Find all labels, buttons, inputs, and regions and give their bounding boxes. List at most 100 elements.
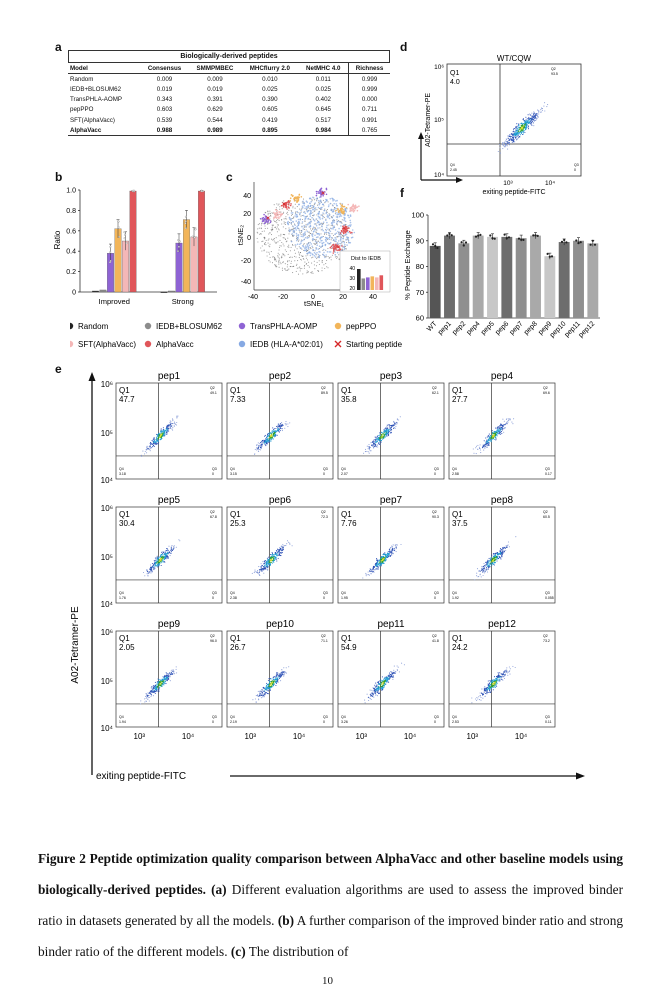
tsne-point-iedb	[344, 244, 346, 246]
flow-event-dot	[373, 443, 375, 445]
flow-event-dot	[378, 442, 380, 444]
replicate-point	[116, 219, 119, 222]
flow-event-dot	[381, 561, 384, 563]
flow-event-dot	[524, 124, 526, 127]
tsne-point-cluster	[352, 211, 355, 213]
tsne-point-cluster	[280, 204, 283, 207]
flow-event-dot	[148, 700, 150, 702]
flow-event-dot	[289, 542, 291, 544]
tsne-x-tick: -20	[278, 294, 288, 301]
tsne-point-iedb	[309, 211, 312, 213]
flow-event-dot	[395, 544, 397, 546]
flow-event-dot	[169, 555, 171, 557]
flow-event-dot	[540, 109, 542, 111]
flow-event-dot	[270, 557, 272, 559]
flow-event-dot	[529, 118, 531, 120]
flow-event-dot	[385, 429, 388, 432]
inset-bar	[366, 277, 370, 290]
tsne-point-random	[325, 263, 327, 265]
tsne-point-random	[274, 258, 276, 260]
flow-event-dot	[270, 558, 272, 561]
tsne-point-iedb	[335, 200, 337, 202]
flow-plot-frame	[337, 382, 445, 480]
tsne-point-random	[307, 231, 309, 233]
flow-event-dot	[154, 560, 156, 562]
tsne-point-random	[322, 235, 324, 238]
tsne-point-iedb	[350, 236, 353, 239]
flow-event-dot	[172, 420, 174, 422]
flow-event-dot	[495, 439, 497, 441]
flow-event-dot	[275, 675, 277, 677]
flow-event-dot	[533, 113, 535, 115]
tsne-point-iedb	[312, 231, 315, 233]
flow-event-dot	[395, 546, 397, 548]
tsne-point-random	[269, 213, 271, 215]
chart-f-bars	[429, 232, 599, 318]
flow-event-dot	[531, 115, 533, 117]
flow-event-dot	[270, 561, 272, 563]
flow-event-dot	[280, 672, 282, 674]
flow-event-dot	[501, 144, 504, 146]
replicate-point	[474, 235, 478, 238]
tsne-point-iedb	[317, 220, 320, 223]
flow-event-dot	[501, 556, 503, 558]
bar	[530, 235, 541, 318]
q4-label: Q4	[119, 467, 124, 471]
flow-event-dot	[157, 685, 159, 687]
tsne-point-iedb	[309, 226, 311, 228]
flow-event-dot	[167, 673, 169, 675]
flow-event-dot	[393, 547, 395, 549]
flow-event-dot	[483, 568, 486, 570]
flow-event-dot	[485, 445, 487, 447]
flow-event-dot	[525, 116, 527, 118]
table-cell: 0.011	[315, 75, 331, 83]
flow-event-dot	[163, 678, 165, 680]
table-cell: 0.419	[262, 116, 278, 124]
tsne-point-cluster	[325, 193, 328, 196]
flow-event-dot	[493, 559, 495, 561]
tsne-point-iedb	[323, 251, 325, 254]
tsne-point-random	[257, 228, 259, 230]
tsne-point-iedb	[325, 211, 328, 214]
tsne-point-iedb	[347, 239, 350, 242]
tsne-point-random	[317, 269, 319, 272]
flow-event-dot	[168, 552, 170, 554]
flow-event-dot	[518, 123, 520, 125]
tsne-point-random	[345, 248, 347, 250]
q4-value: 1.92	[452, 596, 459, 600]
flow-event-dot	[159, 559, 161, 561]
flow-event-dot	[152, 687, 154, 689]
flow-event-dot	[381, 556, 383, 558]
tsne-point-iedb	[328, 204, 330, 206]
tsne-point-random	[318, 260, 320, 262]
flow-event-dot	[265, 562, 267, 564]
flow-event-dot	[505, 549, 507, 551]
flow-event-dot	[380, 564, 382, 566]
flow-event-dot	[273, 435, 275, 437]
tsne-point-random	[310, 248, 312, 250]
flow-event-dot	[518, 125, 520, 127]
flow-event-dot	[266, 437, 268, 440]
flow-event-dot	[159, 686, 161, 688]
tsne-point-iedb	[315, 236, 318, 239]
flow-event-dot	[283, 675, 285, 677]
replicate-point	[448, 232, 451, 235]
flow-event-dot	[386, 557, 388, 559]
flow-event-dot	[141, 455, 143, 457]
replicate-point	[184, 215, 187, 218]
flow-event-dot	[499, 549, 501, 551]
tsne-point-random	[294, 260, 296, 262]
tsne-point-cluster	[298, 194, 300, 196]
flow-plot-frame	[226, 382, 334, 480]
flow-event-dot	[163, 682, 165, 684]
x-tick-1e3: 10³	[503, 180, 513, 187]
flow-event-dot	[275, 677, 277, 679]
tsne-point-iedb	[287, 222, 289, 225]
tsne-point-iedb	[328, 232, 331, 235]
flow-event-dot	[489, 440, 491, 442]
flow-event-dot	[385, 431, 387, 433]
tsne-point-random	[299, 254, 301, 256]
tsne-point-random	[263, 230, 265, 232]
flow-event-dot	[493, 438, 495, 440]
flow-event-dot	[145, 694, 148, 696]
